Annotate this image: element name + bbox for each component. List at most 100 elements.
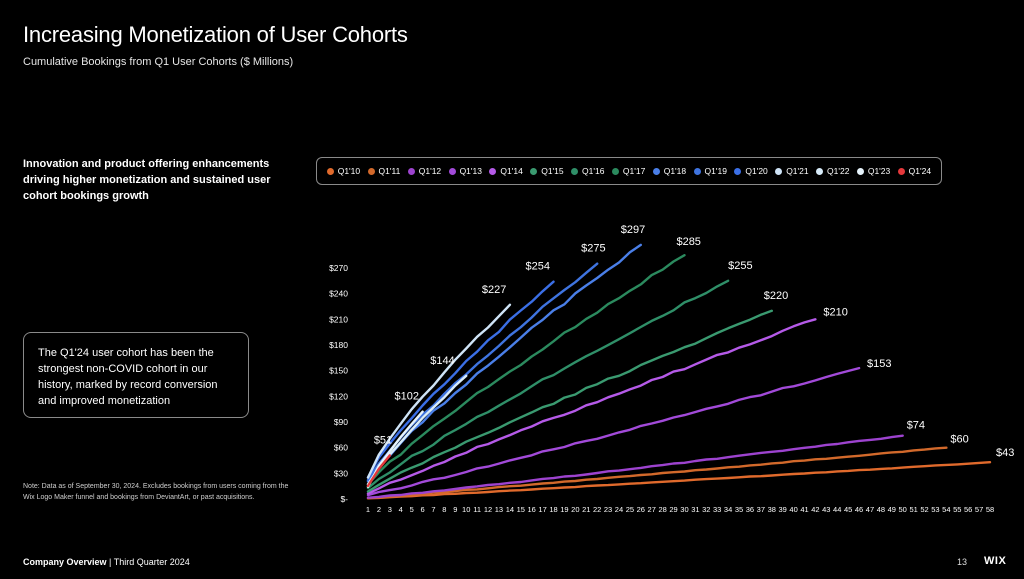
brand-logo: WIX bbox=[984, 555, 1007, 567]
series-line bbox=[366, 434, 904, 499]
legend-item: Q1'14 bbox=[489, 166, 523, 176]
y-tick-label: $240 bbox=[329, 289, 348, 299]
legend-item: Q1'12 bbox=[407, 166, 441, 176]
legend-swatch bbox=[775, 167, 783, 175]
x-tick-label: 6 bbox=[420, 505, 424, 514]
x-tick-label: 16 bbox=[528, 505, 536, 514]
x-tick-label: 55 bbox=[953, 505, 961, 514]
legend-swatch bbox=[611, 167, 619, 175]
x-tick-label: 11 bbox=[473, 505, 481, 514]
x-tick-label: 44 bbox=[833, 505, 841, 514]
legend-label: Q1'22 bbox=[827, 166, 850, 176]
series-line bbox=[366, 410, 424, 488]
series-line bbox=[366, 280, 555, 479]
x-tick-label: 23 bbox=[604, 505, 612, 514]
legend-swatch bbox=[734, 167, 742, 175]
x-tick-label: 47 bbox=[866, 505, 874, 514]
x-tick-label: 18 bbox=[549, 505, 557, 514]
legend-swatch bbox=[652, 167, 660, 175]
end-value-label: $297 bbox=[621, 224, 645, 236]
legend-item: Q1'20 bbox=[734, 166, 768, 176]
end-value-label: $153 bbox=[867, 358, 891, 370]
footnote: Note: Data as of September 30, 2024. Exc… bbox=[23, 483, 289, 501]
callout-text: The Q1'24 user cohort has been the stron… bbox=[38, 347, 218, 407]
page-subtitle: Cumulative Bookings from Q1 User Cohorts… bbox=[23, 56, 294, 68]
y-tick-label: $270 bbox=[329, 263, 348, 273]
end-value-label: $60 bbox=[950, 434, 968, 446]
series-line bbox=[366, 318, 817, 495]
x-tick-label: 51 bbox=[909, 505, 917, 514]
x-tick-label: 46 bbox=[855, 505, 863, 514]
x-tick-label: 2 bbox=[377, 505, 381, 514]
legend-item: Q1'10 bbox=[326, 166, 361, 176]
x-tick-label: 33 bbox=[713, 505, 721, 514]
x-tick-label: 12 bbox=[484, 505, 492, 514]
y-tick-label: $210 bbox=[329, 314, 348, 324]
legend-swatch bbox=[816, 167, 824, 175]
legend-item: Q1'21 bbox=[775, 166, 809, 176]
end-value-label: $51 bbox=[374, 434, 392, 446]
x-tick-label: 28 bbox=[658, 505, 666, 514]
legend-item: Q1'13 bbox=[448, 166, 482, 176]
x-tick-label: 36 bbox=[746, 505, 754, 514]
legend-swatch bbox=[367, 167, 375, 175]
y-tick-label: $120 bbox=[329, 391, 348, 401]
x-tick-label: 42 bbox=[811, 505, 819, 514]
legend-swatch bbox=[448, 167, 456, 175]
x-tick-label: 5 bbox=[410, 505, 414, 514]
x-tick-label: 1 bbox=[366, 505, 370, 514]
y-tick-label: $60 bbox=[334, 443, 348, 453]
end-value-label: $102 bbox=[395, 391, 419, 403]
end-value-label: $43 bbox=[996, 447, 1014, 459]
x-tick-label: 52 bbox=[920, 505, 928, 514]
callout-box: The Q1'24 user cohort has been the stron… bbox=[23, 332, 249, 418]
series-line bbox=[366, 254, 686, 486]
legend-label: Q1'14 bbox=[500, 166, 523, 176]
end-value-label: $285 bbox=[676, 236, 700, 248]
x-tick-label: 7 bbox=[431, 505, 435, 514]
x-tick-label: 3 bbox=[388, 505, 392, 514]
legend-swatch bbox=[897, 167, 905, 175]
legend-item: Q1'11 bbox=[367, 166, 401, 176]
x-tick-label: 8 bbox=[442, 505, 446, 514]
x-tick-label: 58 bbox=[986, 505, 994, 514]
x-tick-label: 54 bbox=[942, 505, 950, 514]
legend-label: Q1'23 bbox=[867, 166, 891, 176]
end-value-label: $255 bbox=[728, 260, 752, 272]
legend-label: Q1'21 bbox=[786, 166, 809, 176]
footer-period: Third Quarter 2024 bbox=[113, 557, 190, 567]
legend-item: Q1'19 bbox=[693, 166, 727, 176]
lead-text: Innovation and product offering enhancem… bbox=[23, 158, 271, 202]
legend-swatch bbox=[489, 167, 497, 175]
legend-label: Q1'11 bbox=[378, 166, 401, 176]
x-tick-label: 14 bbox=[506, 505, 514, 514]
x-tick-label: 45 bbox=[844, 505, 852, 514]
page-title: Increasing Monetization of User Cohorts bbox=[23, 22, 408, 47]
x-tick-label: 15 bbox=[517, 505, 525, 514]
legend-item: Q1'22 bbox=[816, 166, 849, 176]
x-tick-label: 30 bbox=[680, 505, 688, 514]
legend-label: Q1'10 bbox=[337, 166, 361, 176]
x-tick-label: 56 bbox=[964, 505, 972, 514]
y-tick-label: $150 bbox=[329, 366, 348, 376]
x-tick-label: 49 bbox=[888, 505, 896, 514]
x-tick-label: 57 bbox=[975, 505, 983, 514]
footer-separator: | bbox=[109, 557, 112, 567]
end-value-label: $210 bbox=[823, 306, 847, 318]
legend-label: Q1'16 bbox=[582, 166, 605, 176]
x-tick-label: 31 bbox=[691, 505, 699, 514]
x-tick-label: 17 bbox=[538, 505, 546, 514]
x-tick-label: 26 bbox=[637, 505, 645, 514]
x-tick-label: 39 bbox=[778, 505, 786, 514]
x-tick-label: 19 bbox=[560, 505, 568, 514]
x-tick-label: 9 bbox=[453, 505, 457, 514]
x-tick-label: 53 bbox=[931, 505, 939, 514]
end-value-label: $275 bbox=[581, 243, 605, 255]
legend-label: Q1'24 bbox=[908, 166, 932, 176]
x-tick-label: 21 bbox=[582, 505, 590, 514]
x-tick-label: 37 bbox=[757, 505, 765, 514]
series-line bbox=[366, 454, 391, 488]
footer-section: Company Overview bbox=[23, 557, 107, 567]
x-tick-label: 34 bbox=[724, 505, 732, 514]
series-line bbox=[366, 309, 773, 493]
